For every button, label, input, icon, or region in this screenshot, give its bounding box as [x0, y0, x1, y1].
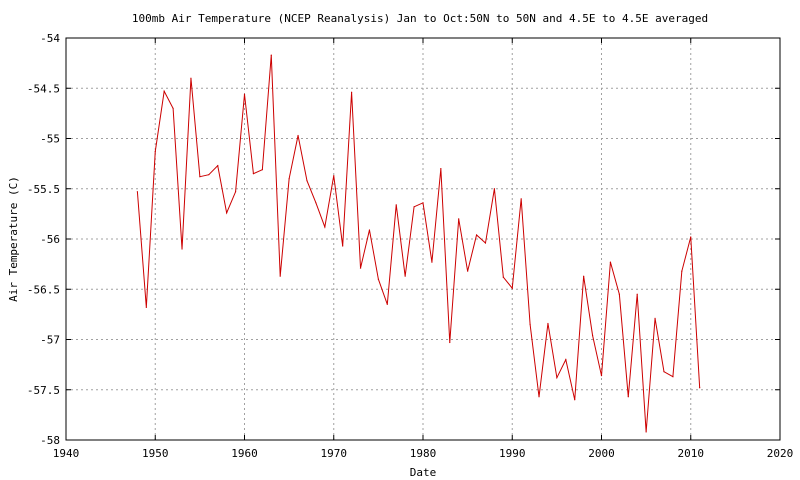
data-point [324, 226, 326, 228]
data-point [208, 174, 210, 176]
x-axis-label: Date [410, 466, 437, 479]
data-point [288, 178, 290, 180]
data-point [690, 236, 692, 238]
data-point [163, 90, 165, 92]
y-tick-label: -56.5 [27, 283, 60, 296]
data-point [297, 134, 299, 137]
data-point [493, 188, 495, 190]
series-line [136, 55, 701, 432]
data-point [609, 261, 612, 263]
y-tick-label: -57.5 [27, 384, 60, 397]
data-point [529, 323, 531, 326]
data-point [591, 334, 594, 337]
data-point [699, 387, 701, 389]
data-point [511, 287, 513, 289]
x-tick-label: 1980 [410, 447, 437, 460]
y-tick-label: -58 [40, 434, 60, 447]
data-point [413, 206, 415, 208]
data-point [172, 107, 174, 109]
data-point [306, 180, 308, 182]
data-point [422, 202, 424, 204]
x-tick-label: 2020 [767, 447, 794, 460]
data-point [574, 399, 576, 401]
data-point [654, 317, 656, 319]
y-tick-label: -54 [40, 32, 60, 45]
data-point [547, 322, 549, 325]
data-point [234, 191, 237, 193]
x-tick-label: 1960 [231, 447, 258, 460]
data-point [154, 150, 156, 153]
data-point [404, 275, 406, 277]
data-point [145, 306, 147, 308]
y-tick-label: -57 [40, 334, 60, 347]
data-point [270, 54, 272, 56]
data-point [636, 293, 638, 295]
y-axis-label: Air Temperature (C) [7, 176, 20, 302]
data-point [458, 218, 460, 220]
data-point [440, 168, 442, 170]
data-point [645, 431, 647, 433]
x-tick-label: 1940 [53, 447, 80, 460]
series-points [136, 54, 701, 433]
data-point [583, 275, 585, 277]
y-axis: -54 -54.5 -55 -55.5 -56 -56.5 -57 -57.5 -58 [27, 32, 780, 447]
data-point [333, 175, 335, 177]
data-point [351, 91, 353, 93]
y-tick-label: -55.5 [27, 183, 60, 196]
data-point [386, 303, 388, 305]
data-point [315, 202, 317, 204]
data-point [663, 371, 665, 373]
y-tick-label: -54.5 [27, 82, 60, 95]
data-point [279, 275, 281, 277]
data-point [243, 93, 246, 95]
data-point [199, 176, 201, 178]
data-point [672, 376, 674, 378]
data-point [181, 248, 183, 250]
data-point [627, 396, 629, 398]
data-point [618, 293, 620, 295]
x-tick-label: 1990 [499, 447, 526, 460]
data-point [359, 267, 362, 269]
y-tick-label: -56 [40, 233, 60, 246]
data-point [449, 341, 451, 344]
data-point [467, 270, 469, 272]
x-tick-label: 1950 [142, 447, 169, 460]
data-point [342, 245, 344, 247]
chart-title: 100mb Air Temperature (NCEP Reanalysis) … [132, 12, 708, 25]
x-tick-label: 1970 [321, 447, 348, 460]
data-point [377, 278, 379, 280]
data-point [681, 270, 683, 272]
data-point [217, 165, 219, 167]
data-point [600, 375, 603, 377]
data-point [565, 359, 567, 361]
data-point [556, 377, 558, 379]
data-point [520, 198, 522, 200]
data-point [136, 191, 138, 193]
data-point [431, 261, 433, 263]
y-tick-label: -55 [40, 133, 60, 146]
grid-lines [66, 38, 780, 440]
data-point [395, 204, 397, 206]
data-point [252, 173, 255, 175]
data-point [538, 396, 540, 398]
data-point [502, 276, 504, 278]
data-point [484, 242, 487, 244]
data-point [261, 169, 263, 171]
x-axis: 1940 1950 1960 1970 1980 1990 2000 2010 2020 [53, 38, 794, 460]
x-tick-label: 2000 [588, 447, 615, 460]
x-tick-label: 2010 [678, 447, 705, 460]
data-point [226, 212, 228, 214]
data-point [190, 77, 192, 79]
data-point [475, 234, 478, 236]
data-point [368, 229, 371, 231]
